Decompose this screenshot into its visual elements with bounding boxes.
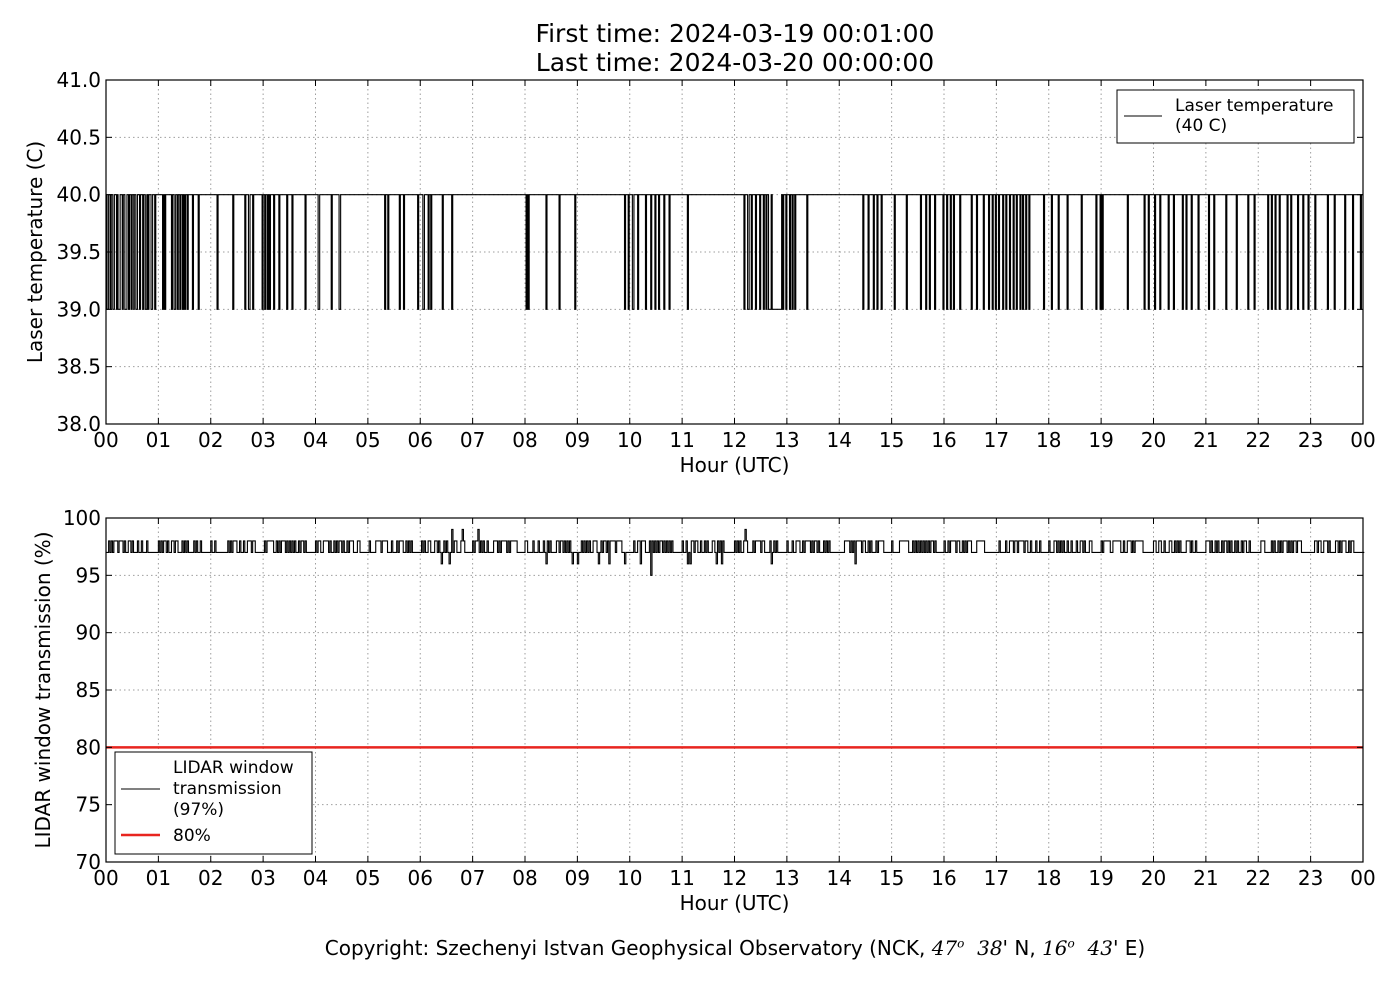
laser-panel-ytick-label-3: 39.5 xyxy=(56,240,101,264)
laser-panel-xtick-label-24: 00 xyxy=(1350,428,1375,452)
longitude-minutes: 43 xyxy=(1087,936,1113,960)
lidar-panel-ytick-label-4: 90 xyxy=(76,621,101,645)
laser-panel-xtick-label-14: 14 xyxy=(827,428,852,452)
laser-panel-xtick-label-22: 22 xyxy=(1246,428,1271,452)
lidar-legend-box xyxy=(114,751,313,855)
lidar-panel-xtick-label-19: 19 xyxy=(1088,866,1113,890)
laser-legend-label-line-1: (40 C) xyxy=(1175,116,1227,136)
lidar-panel-xtick-label-20: 20 xyxy=(1141,866,1166,890)
laser-panel-xtick-label-19: 19 xyxy=(1088,428,1113,452)
copyright-prefix: Copyright: Szechenyi Istvan Geophysical … xyxy=(324,936,932,960)
lidar-panel-xtick-label-9: 09 xyxy=(565,866,590,890)
lidar-panel-xtick-label-7: 07 xyxy=(460,866,485,890)
laser-panel-ytick-label-5: 40.5 xyxy=(56,125,101,149)
laser-legend-label-line-0: Laser temperature xyxy=(1175,96,1333,116)
lidar-panel-ytick-label-3: 85 xyxy=(76,678,101,702)
lidar-panel-xtick-label-12: 12 xyxy=(722,866,747,890)
lidar-panel-xtick-label-6: 06 xyxy=(408,866,433,890)
lidar-panel-xtick-label-15: 15 xyxy=(879,866,904,890)
lidar-panel-xtick-label-1: 01 xyxy=(146,866,171,890)
lidar-panel-xtick-label-10: 10 xyxy=(617,866,642,890)
laser-panel-xtick-label-23: 23 xyxy=(1298,428,1323,452)
lidar-transmission-series-line xyxy=(106,528,1365,576)
laser-panel-ytick-label-1: 38.5 xyxy=(56,355,101,379)
laser-panel-xtick-label-1: 01 xyxy=(146,428,171,452)
lidar-panel-xtick-label-16: 16 xyxy=(931,866,956,890)
figure-title-last-time: Last time: 2024-03-20 00:00:00 xyxy=(535,48,935,77)
lidar-panel-xtick-label-24: 00 xyxy=(1350,866,1375,890)
laser-panel-xtick-label-3: 03 xyxy=(250,428,275,452)
lidar-panel-xtick-label-2: 02 xyxy=(198,866,223,890)
lidar-legend-label-threshold: 80% xyxy=(173,826,211,846)
lidar-panel-xlabel: Hour (UTC) xyxy=(680,891,790,915)
lidar-panel-ylabel: LIDAR window transmission (%) xyxy=(31,532,55,849)
laser-panel-xtick-label-21: 21 xyxy=(1193,428,1218,452)
latitude-degrees: 47 xyxy=(931,936,958,960)
lidar-panel-xtick-label-4: 04 xyxy=(303,866,328,890)
laser-panel-xtick-label-18: 18 xyxy=(1036,428,1061,452)
laser-panel-xtick-label-4: 04 xyxy=(303,428,328,452)
laser-panel-xtick-label-7: 07 xyxy=(460,428,485,452)
copyright-footer: Copyright: Szechenyi Istvan Geophysical … xyxy=(0,936,1400,960)
lidar-panel-xtick-label-17: 17 xyxy=(984,866,1009,890)
laser-panel-ytick-label-4: 40.0 xyxy=(56,183,101,207)
lidar-panel-xtick-label-21: 21 xyxy=(1193,866,1218,890)
lidar-panel-ytick-label-5: 95 xyxy=(76,563,101,587)
laser-panel-xtick-label-10: 10 xyxy=(617,428,642,452)
lidar-legend-label-line-0: LIDAR window xyxy=(173,758,294,778)
longitude-degree-mark: o xyxy=(1067,936,1075,951)
lidar-panel-xtick-label-18: 18 xyxy=(1036,866,1061,890)
lidar-panel-ytick-label-0: 70 xyxy=(76,850,101,874)
laser-panel-xtick-label-17: 17 xyxy=(984,428,1009,452)
figure-title-first-time: First time: 2024-03-19 00:01:00 xyxy=(535,19,935,48)
laser-panel-ytick-label-2: 39.0 xyxy=(56,297,101,321)
laser-panel-xtick-label-9: 09 xyxy=(565,428,590,452)
longitude-suffix: ' E) xyxy=(1112,936,1146,960)
lidar-panel-xtick-label-14: 14 xyxy=(827,866,852,890)
laser-panel-ytick-label-6: 41.0 xyxy=(56,68,101,92)
laser-panel-xtick-label-11: 11 xyxy=(669,428,694,452)
laser-panel-ytick-label-0: 38.0 xyxy=(56,412,101,436)
laser-panel-xtick-label-0: 00 xyxy=(93,428,118,452)
laser-panel-xtick-label-12: 12 xyxy=(722,428,747,452)
lidar-panel-xtick-label-3: 03 xyxy=(250,866,275,890)
lidar-panel-xtick-label-23: 23 xyxy=(1298,866,1323,890)
lidar-panel-xtick-label-8: 08 xyxy=(512,866,537,890)
laser-panel-xlabel: Hour (UTC) xyxy=(680,453,790,477)
longitude-degrees: 16 xyxy=(1042,936,1068,960)
laser-panel-xtick-label-15: 15 xyxy=(879,428,904,452)
lidar-panel-xtick-label-0: 00 xyxy=(93,866,118,890)
laser-panel-xtick-label-16: 16 xyxy=(931,428,956,452)
lidar-panel-xtick-label-11: 11 xyxy=(669,866,694,890)
lidar-panel-ytick-label-1: 75 xyxy=(76,793,101,817)
lidar-panel-ytick-label-6: 100 xyxy=(63,506,101,530)
laser-panel-xtick-label-20: 20 xyxy=(1141,428,1166,452)
laser-panel-ylabel: Laser temperature (C) xyxy=(23,141,47,363)
lidar-panel-xtick-label-22: 22 xyxy=(1246,866,1271,890)
latitude-degree-mark: o xyxy=(957,936,965,951)
laser-panel-xtick-label-6: 06 xyxy=(408,428,433,452)
laser-panel-xtick-label-13: 13 xyxy=(774,428,799,452)
lidar-legend-label-line-1: transmission xyxy=(173,779,282,799)
latitude-suffix: ' N, xyxy=(1002,936,1043,960)
laser-panel-xtick-label-5: 05 xyxy=(355,428,380,452)
latitude-minutes: 38 xyxy=(977,936,1003,960)
laser-panel-xtick-label-8: 08 xyxy=(512,428,537,452)
lidar-panel-xtick-label-13: 13 xyxy=(774,866,799,890)
lidar-legend-label-line-2: (97%) xyxy=(173,800,224,820)
lidar-panel-ytick-label-2: 80 xyxy=(76,735,101,759)
laser-temperature-series-line xyxy=(106,194,1363,310)
laser-panel-xtick-label-2: 02 xyxy=(198,428,223,452)
lidar-panel-xtick-label-5: 05 xyxy=(355,866,380,890)
